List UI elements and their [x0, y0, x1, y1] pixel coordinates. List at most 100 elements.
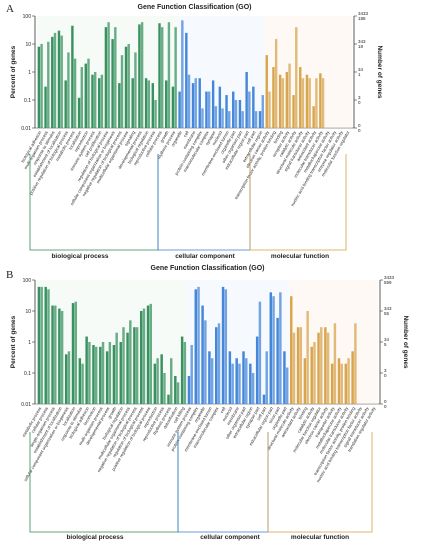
bar: [204, 320, 207, 404]
bar: [185, 32, 188, 128]
bar: [178, 91, 181, 128]
bar: [73, 58, 77, 128]
bar: [158, 23, 161, 128]
bar: [211, 80, 215, 128]
bar: [183, 342, 187, 404]
y-right-tick-label-inner: 55: [384, 311, 390, 316]
bar: [111, 39, 114, 129]
bar: [44, 86, 47, 128]
bar: [224, 289, 228, 404]
bar: [197, 286, 200, 404]
category-label: growth: [159, 129, 170, 143]
bar: [344, 363, 348, 404]
bar: [190, 345, 193, 404]
bar: [254, 111, 258, 128]
bar: [315, 78, 318, 128]
bar: [60, 311, 64, 404]
bar: [272, 67, 275, 128]
bar: [245, 72, 248, 128]
bar: [198, 78, 201, 128]
bar: [74, 301, 77, 404]
y-tick-label: 0.1: [24, 98, 31, 104]
bar: [265, 351, 268, 404]
bar: [153, 363, 157, 404]
bar: [151, 83, 155, 128]
bar: [279, 292, 282, 404]
y-right-tick-label: 34: [358, 67, 364, 72]
bar: [258, 301, 262, 404]
bar: [126, 332, 129, 404]
bar: [354, 323, 357, 404]
bar: [87, 58, 90, 128]
bar: [337, 358, 341, 404]
y-tick-label: 1: [28, 70, 31, 76]
bar: [107, 22, 110, 129]
bar: [67, 52, 70, 128]
bar: [231, 363, 234, 404]
bar: [118, 83, 121, 128]
bar: [319, 73, 322, 128]
bar: [272, 296, 275, 404]
bar: [305, 74, 309, 128]
bar: [255, 336, 259, 404]
bar: [105, 351, 109, 404]
bar: [187, 376, 191, 404]
bar: [142, 308, 146, 404]
bar: [191, 83, 195, 128]
bar: [100, 74, 104, 128]
bar: [258, 111, 262, 128]
y-right-tick-label-inner: 0: [384, 404, 387, 409]
bar: [154, 100, 157, 128]
bar: [214, 106, 218, 128]
bar: [139, 311, 143, 404]
bar: [262, 394, 266, 404]
bar: [351, 351, 354, 404]
bar: [285, 72, 289, 128]
category-label: binding: [272, 129, 283, 144]
y-tick-label: 10: [25, 42, 31, 48]
bar: [104, 27, 108, 129]
bar: [221, 286, 225, 404]
bar: [134, 52, 137, 128]
bar: [278, 74, 282, 128]
bar: [265, 55, 268, 128]
y-tick-label: 0.01: [21, 402, 31, 408]
bar: [140, 22, 144, 129]
bar: [299, 67, 302, 128]
bar: [80, 67, 84, 128]
y-tick-label: 0.01: [21, 126, 31, 132]
group-bracket: [249, 154, 347, 251]
bar: [234, 100, 238, 128]
bar: [174, 376, 177, 404]
group-background-1: [177, 16, 265, 128]
bar: [167, 22, 171, 129]
group-background-0: [37, 16, 178, 128]
bar: [37, 286, 41, 404]
bar: [215, 327, 218, 404]
bar: [313, 342, 316, 404]
y-right-tick-label: 343: [384, 306, 392, 311]
group-bracket: [267, 432, 373, 533]
y-tick-label: 1: [28, 340, 31, 346]
bar: [269, 292, 273, 404]
bar: [292, 332, 296, 404]
bar: [218, 86, 222, 128]
bar: [53, 32, 57, 128]
y-right-tick-label-inner: 0: [358, 128, 361, 133]
bar: [167, 394, 170, 404]
bar: [174, 27, 177, 129]
y-tick-label: 10: [25, 309, 31, 315]
bar: [225, 95, 228, 128]
bar: [124, 46, 128, 128]
bar: [135, 327, 139, 404]
bar: [64, 354, 68, 404]
bar: [47, 289, 50, 404]
bar: [160, 354, 163, 404]
group-background-2: [264, 16, 352, 128]
bar: [122, 327, 125, 404]
bar: [180, 336, 184, 404]
bar: [131, 78, 134, 128]
y-right-tick-label: 0: [358, 123, 361, 128]
bar: [292, 95, 295, 128]
